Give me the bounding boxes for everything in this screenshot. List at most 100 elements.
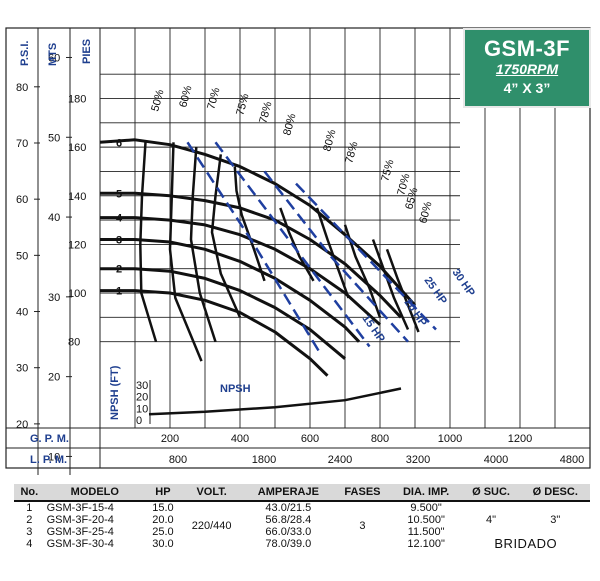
cell-suc: 4": [486, 514, 497, 526]
gpm-tick-label: 600: [301, 433, 319, 445]
mts-tick-label: 50: [48, 132, 60, 144]
cell-modelo: GSM-3F-25-4: [46, 526, 114, 538]
gpm-tick-label: 800: [371, 433, 389, 445]
impeller-curve-6: [99, 138, 417, 307]
npsh-axis-label: NPSH (FT): [109, 365, 121, 420]
cell-modelo: GSM-3F-15-4: [46, 502, 114, 514]
efficiency-label: 75%: [234, 92, 251, 117]
model-title: GSM-3F: [483, 36, 571, 61]
lpm-tick-label: 800: [169, 454, 187, 466]
efficiency-label: 78%: [343, 140, 360, 165]
pies-tick-label: 80: [68, 337, 80, 349]
mts-tick-label: 30: [48, 292, 60, 304]
psi-tick-label: 70: [16, 138, 28, 150]
cell-modelo: GSM-3F-30-4: [46, 538, 114, 550]
col-fases: FASES: [334, 484, 391, 502]
cell-amperaje: 78.0/39.0: [265, 538, 312, 550]
npsh-tick-label: 0: [136, 415, 142, 427]
table-row: 4 GSM-3F-30-4 30.0 78.0/39.0 12.100" BRI…: [14, 536, 590, 551]
pies-tick-label: 160: [68, 142, 86, 154]
efficiency-label: 75%: [379, 158, 396, 183]
npsh-curve-label: NPSH: [220, 383, 251, 395]
psi-tick-label: 60: [16, 194, 28, 206]
impeller-curve-4: [100, 216, 382, 326]
psi-tick-label: 50: [16, 250, 28, 262]
cell-hp: 30.0: [152, 538, 174, 550]
hp-line: [263, 170, 409, 343]
mts-axis-label: MTS: [47, 43, 59, 66]
gpm-tick-label: 200: [161, 433, 179, 445]
npsh-tick-label: 10: [136, 403, 148, 415]
efficiency-curve: [189, 147, 217, 343]
efficiency-label: 70%: [205, 86, 222, 111]
hp-line-label: 30 HP: [450, 267, 477, 299]
efficiency-curve: [315, 207, 350, 299]
col-desc: Ø DESC.: [520, 484, 590, 502]
gpm-axis-label: G. P. M.: [30, 433, 69, 445]
cell-no: 3: [26, 526, 33, 538]
efficiency-curve: [233, 166, 266, 282]
impeller-curve-label: 1: [116, 286, 122, 298]
psi-axis-label: P.S.I.: [19, 41, 31, 66]
rpm-subtitle: 1750RPM: [495, 61, 559, 77]
impeller-curve-2: [100, 267, 346, 360]
efficiency-label: 70%: [395, 172, 412, 197]
efficiency-curve: [385, 248, 420, 333]
size-label: 4” X 3”: [503, 80, 551, 96]
psi-tick-label: 80: [16, 82, 28, 94]
impeller-curve-label: 3: [116, 235, 122, 247]
cell-bridado: BRIDADO: [494, 536, 558, 551]
spec-header-row: No. MODELO HP VOLT. AMPERAJE FASES DIA. …: [14, 484, 590, 502]
cell-amperaje: 56.8/28.4: [265, 514, 312, 526]
pies-tick-label: 140: [68, 191, 86, 203]
hp-line: [295, 182, 437, 331]
cell-fases: 3: [359, 520, 366, 532]
col-amperaje: AMPERAJE: [242, 484, 335, 502]
lpm-tick-label: 3200: [406, 454, 430, 466]
table-row: 2 GSM-3F-20-4 20.0 56.8/28.4 10.500": [14, 514, 590, 526]
hp-line: [214, 141, 371, 348]
hp-line: [186, 141, 322, 355]
impeller-curve-label: 4: [116, 213, 123, 225]
efficiency-label: 80%: [321, 128, 338, 153]
cell-amperaje: 66.0/33.0: [265, 526, 312, 538]
pies-axis-label: PIES: [81, 39, 93, 64]
pies-tick-label: 180: [68, 93, 86, 105]
efficiency-label: 50%: [149, 88, 166, 113]
mts-tick-label: 60: [48, 52, 60, 64]
table-row: 3 GSM-3F-25-4 25.0 66.0/33.0 11.500": [14, 526, 590, 538]
cell-desc: 3": [550, 514, 561, 526]
cell-no: 1: [26, 502, 33, 514]
efficiency-curve: [139, 142, 158, 343]
impeller-curve-label: 6: [116, 137, 122, 149]
impeller-curve-label: 5: [116, 188, 122, 200]
efficiency-label: 80%: [281, 112, 298, 137]
cell-volt: 220/440: [191, 520, 232, 532]
cell-hp: 25.0: [152, 526, 174, 538]
efficiency-curve: [371, 239, 410, 331]
psi-tick-label: 30: [16, 363, 28, 375]
mts-tick-label: 10: [48, 451, 60, 463]
hp-line-label: 25 HP: [422, 275, 449, 307]
npsh-tick-label: 30: [136, 380, 148, 392]
col-hp: HP: [145, 484, 181, 502]
col-no: No.: [14, 484, 45, 502]
cell-dia: 11.500": [407, 526, 445, 538]
cell-dia: 12.100": [407, 538, 445, 550]
pies-tick-label: 100: [68, 288, 86, 300]
cell-no: 4: [26, 538, 33, 550]
col-modelo: MODELO: [44, 484, 146, 502]
gpm-tick-label: 1200: [508, 433, 532, 445]
efficiency-label: 60%: [417, 200, 434, 225]
cell-dia: 9.500": [410, 502, 442, 514]
psi-tick-label: 20: [16, 419, 28, 431]
efficiency-curve: [210, 154, 242, 318]
cell-no: 2: [26, 514, 33, 526]
col-suc: Ø SUC.: [461, 484, 521, 502]
npsh-tick-label: 20: [136, 392, 148, 404]
efficiency-label: 65%: [403, 186, 420, 211]
efficiency-curve: [168, 142, 203, 362]
lpm-tick-label: 2400: [328, 454, 352, 466]
psi-tick-label: 40: [16, 307, 28, 319]
impeller-curve-5: [100, 191, 403, 319]
